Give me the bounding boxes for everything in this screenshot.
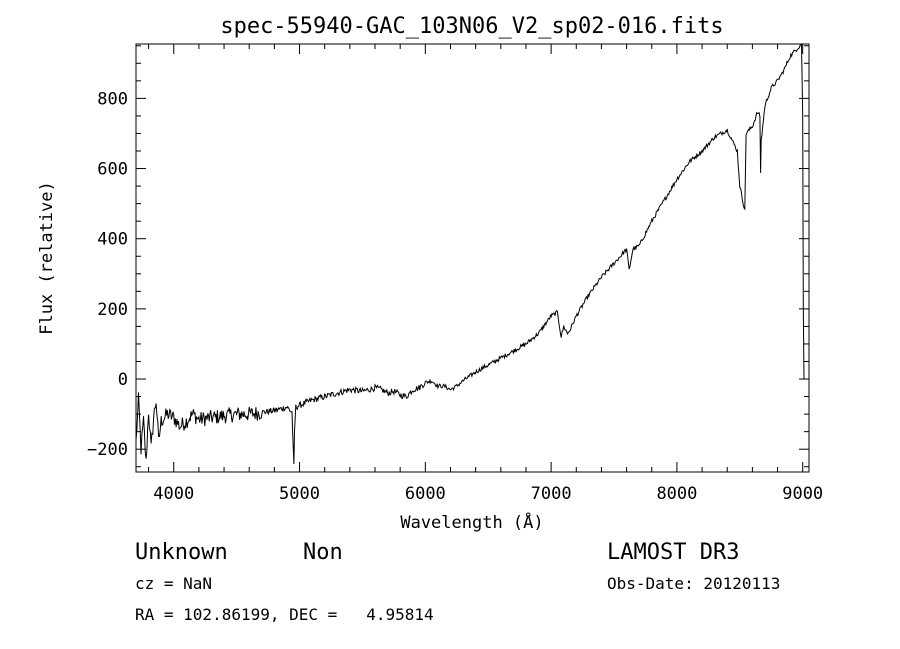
y-tick-label: 0 [118, 370, 128, 390]
x-tick-label: 8000 [656, 484, 697, 504]
y-tick-label: 800 [97, 89, 128, 109]
coords-text: RA = 102.86199, DEC = 4.95814 [135, 605, 434, 624]
y-axis-label: Flux (relative) [37, 181, 57, 335]
y-tick-label: 400 [97, 230, 128, 250]
object-class-text: Unknown [135, 540, 228, 565]
spectrum-line [135, 43, 805, 465]
y-tick-label: 600 [97, 160, 128, 180]
obs-date-text: Obs-Date: 20120113 [607, 574, 780, 593]
y-axis-ticks: −200 0 200 400 600 800 [87, 45, 809, 468]
object-subclass-text: Non [303, 540, 343, 565]
x-tick-label: 6000 [405, 484, 446, 504]
y-tick-label: −200 [87, 440, 128, 460]
x-tick-label: 7000 [531, 484, 572, 504]
cz-text: cz = NaN [135, 574, 212, 593]
x-tick-label: 4000 [153, 484, 194, 504]
x-tick-label: 9000 [782, 484, 823, 504]
x-axis-ticks: 4000 5000 6000 7000 8000 9000 [148, 44, 823, 504]
y-tick-label: 200 [97, 300, 128, 320]
x-axis-label: Wavelength (Å) [400, 511, 543, 533]
survey-text: LAMOST DR3 [607, 540, 739, 565]
x-tick-label: 5000 [279, 484, 320, 504]
plot-frame [135, 43, 810, 473]
chart-title: spec-55940-GAC_103N06_V2_sp02-016.fits [220, 14, 723, 39]
